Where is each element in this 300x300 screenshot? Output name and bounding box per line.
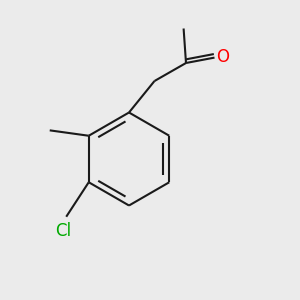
Text: Cl: Cl	[55, 222, 71, 240]
Text: O: O	[216, 48, 230, 66]
